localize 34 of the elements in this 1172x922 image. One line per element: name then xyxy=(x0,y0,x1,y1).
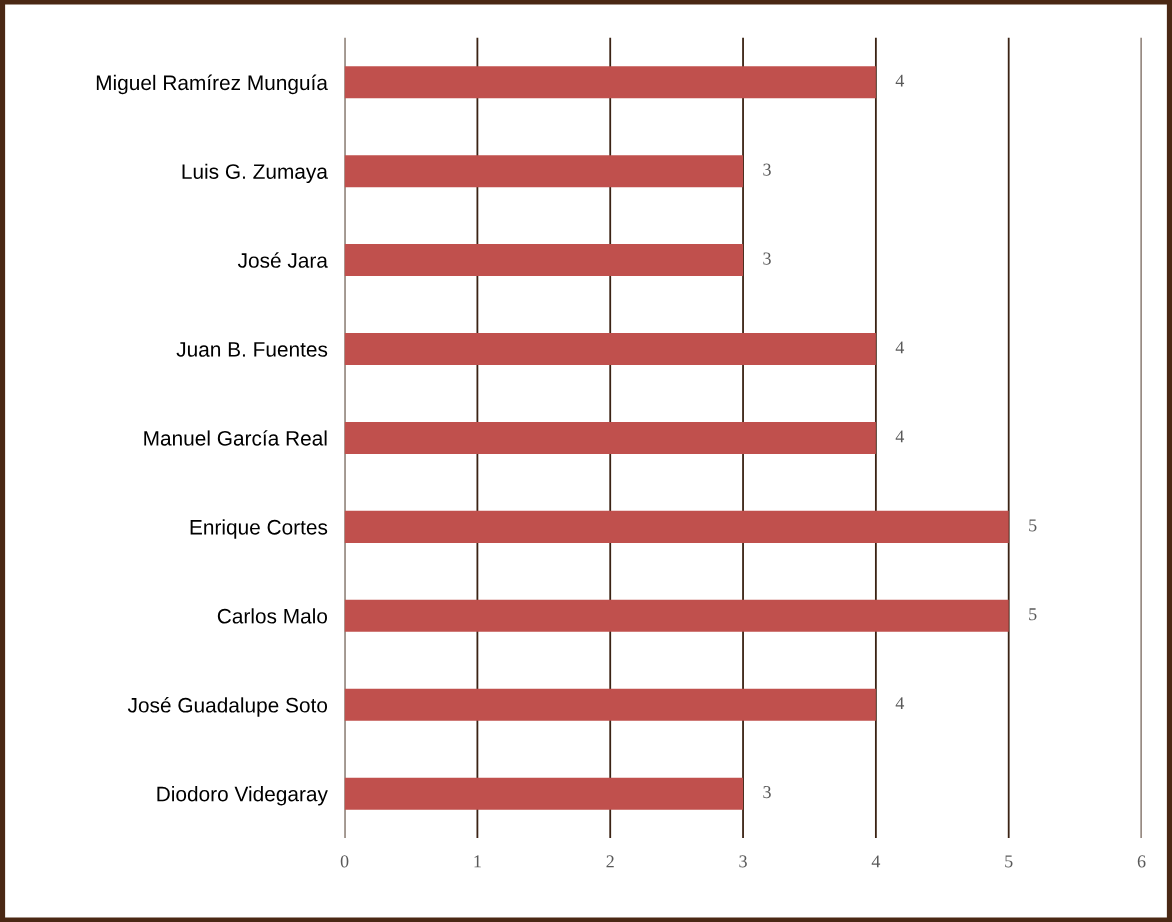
x-tick-label: 5 xyxy=(1005,855,1013,868)
x-tick-label: 0 xyxy=(340,855,349,868)
data-label: 3 xyxy=(763,252,771,265)
y-tick-label: Manuel García Real xyxy=(144,430,327,446)
bar xyxy=(344,244,744,277)
data-label: 4 xyxy=(895,341,905,354)
y-tick-label: Carlos Malo xyxy=(217,608,328,624)
bar xyxy=(344,66,876,99)
x-tick-label: 1 xyxy=(474,855,481,868)
data-label: 4 xyxy=(895,430,905,443)
data-label: 3 xyxy=(763,163,771,176)
data-label: 4 xyxy=(895,697,905,710)
y-tick-label: Miguel Ramírez Munguía xyxy=(96,74,328,95)
bar xyxy=(344,421,876,454)
bar xyxy=(344,155,744,188)
bar xyxy=(344,777,744,810)
data-label: 5 xyxy=(1029,519,1037,532)
y-tick-label: José Jara xyxy=(237,252,328,268)
bar xyxy=(344,333,876,366)
y-tick-label: José Guadalupe Soto xyxy=(127,697,328,717)
x-tick-label: 4 xyxy=(871,855,881,868)
data-label: 3 xyxy=(763,786,771,799)
bar xyxy=(344,688,876,721)
y-tick-label: Enrique Cortes xyxy=(190,519,328,539)
y-tick-label: Luis G. Zumaya xyxy=(182,163,328,184)
y-tick-label: Juan B. Fuentes xyxy=(176,342,328,357)
x-tick-label: 2 xyxy=(606,855,614,868)
x-tick-label: 3 xyxy=(739,855,747,868)
x-tick-label: 6 xyxy=(1137,855,1146,868)
y-tick-label: Diodoro Videgaray xyxy=(157,786,328,806)
data-label: 5 xyxy=(1029,608,1037,621)
bar xyxy=(344,510,1009,543)
data-label: 4 xyxy=(895,74,905,87)
bar xyxy=(344,599,1009,632)
